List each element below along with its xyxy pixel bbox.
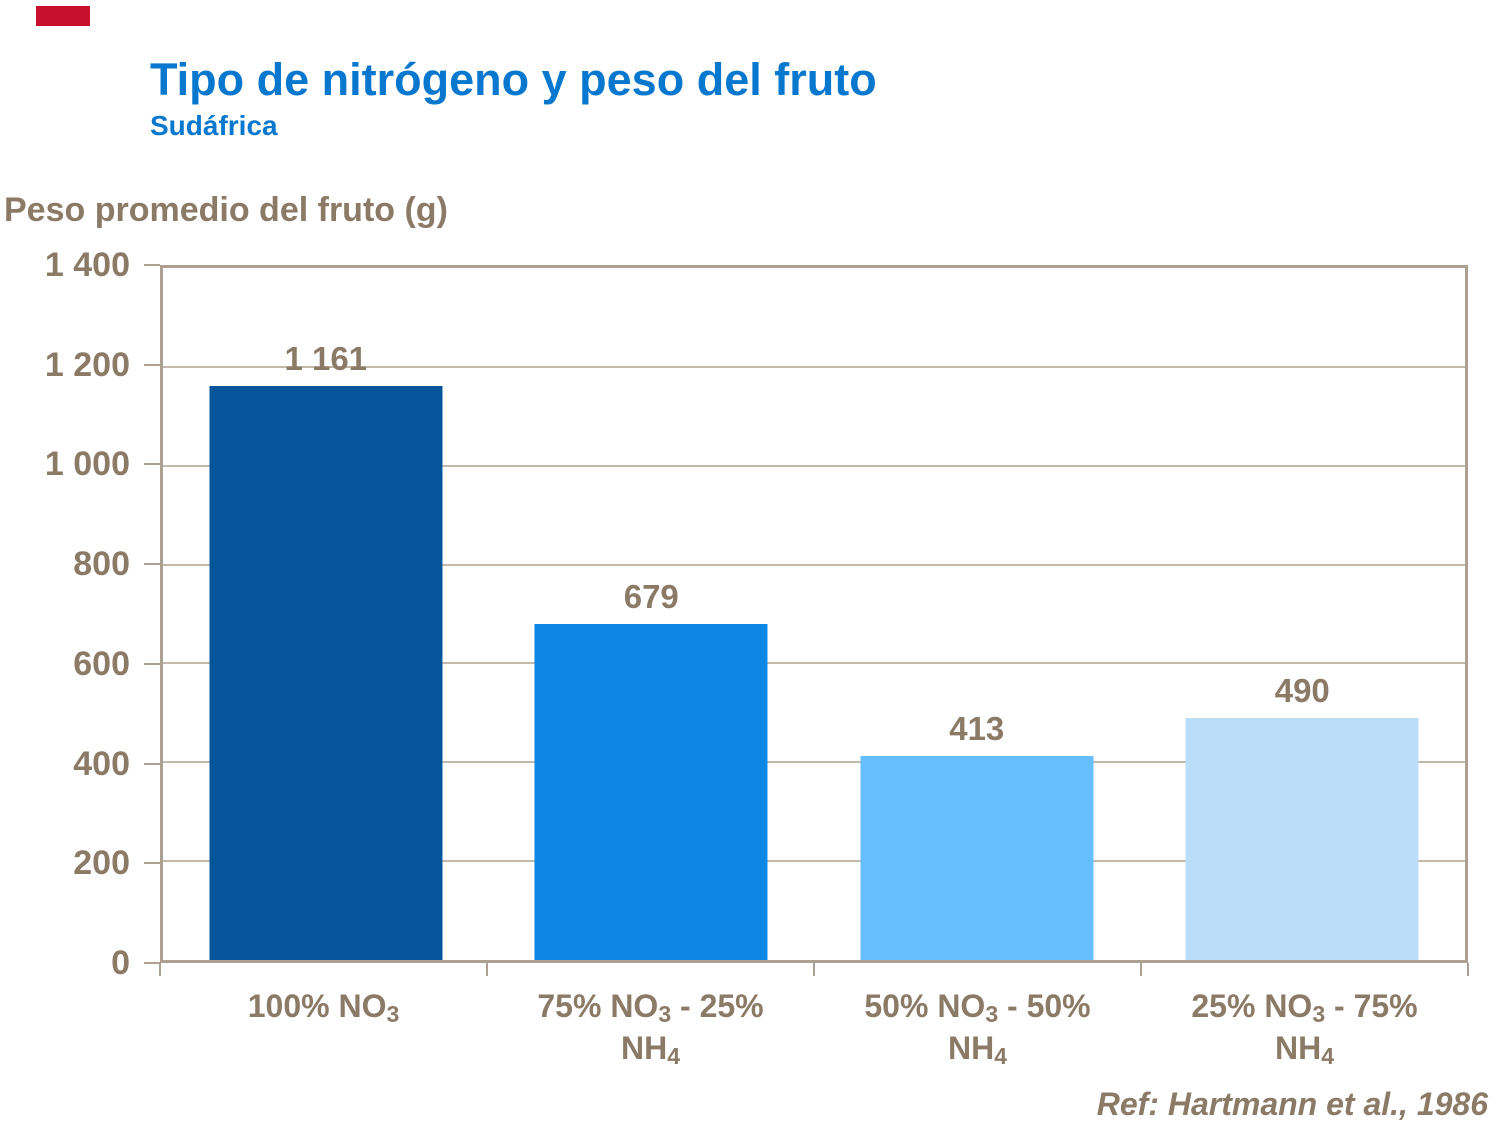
category-label-line: 50% NO3 - 50% [864,988,1091,1028]
reference-note: Ref: Hartmann et al., 1986 [1096,1086,1488,1122]
category-label-line: 100% NO3 [247,988,400,1028]
plot-area: 1 161 679 413 490 [160,265,1468,963]
bar-value-label: 1 161 [284,340,368,378]
y-tick-mark [144,862,160,865]
y-axis-tick-labels: 0 200 400 600 800 1 000 1 200 1 400 [0,247,130,981]
y-tick-mark [144,762,160,765]
y-tick-mark [144,662,160,665]
category-label-line: 75% NO3 - 25% [537,988,764,1028]
bar-2 [534,624,768,960]
page-subtitle: Sudáfrica [150,110,278,141]
category-label-4: 25% NO3 - 75% NH4 [1141,985,1468,1069]
x-tick-mark [159,963,161,976]
x-axis-tick-marks [159,963,1469,976]
x-tick-mark [813,963,815,976]
y-axis-title: Peso promedio del fruto (g) [4,191,448,229]
x-tick-mark [486,963,488,976]
bar-1 [209,386,443,960]
category-label-line: NH4 [947,1030,1008,1070]
category-label-2: 75% NO3 - 25% NH4 [487,985,814,1069]
gridline-800 [163,563,1465,566]
category-label-3: 50% NO3 - 50% NH4 [814,985,1141,1069]
y-tick-mark [144,363,160,366]
gridline-200 [163,860,1465,863]
bar-series: 1 161 679 413 490 [163,268,1465,960]
category-label-1: 100% NO3 [160,985,487,1069]
bar-value-label: 490 [1274,671,1330,709]
page-title: Tipo de nitrógeno y peso del fruto [150,54,877,105]
gridline-600 [163,662,1465,665]
x-tick-mark [1467,963,1469,976]
gridline-1000 [163,464,1465,467]
gridline-400 [163,761,1465,764]
bar-4 [1185,717,1419,960]
y-tick-mark [144,463,160,466]
y-tick-label: 1 200 [44,345,130,384]
bar-slot-2: 679 [489,268,815,960]
y-axis-tick-marks [144,264,160,964]
category-label-line: NH4 [1274,1030,1335,1070]
category-label-line: 25% NO3 - 75% [1191,988,1418,1028]
y-tick-label: 0 [111,944,130,982]
y-tick-mark [144,563,160,566]
category-label-line: NH4 [620,1030,681,1070]
bar-3 [860,755,1094,960]
bar-value-label: 679 [623,578,679,616]
y-tick-label: 400 [73,744,130,783]
x-tick-mark [1140,963,1142,976]
y-tick-label: 1 000 [44,445,130,484]
y-tick-label: 800 [73,545,130,584]
brand-accent-bar [36,6,90,26]
bar-value-label: 413 [949,709,1005,747]
y-tick-mark [144,264,160,266]
bar-slot-1: 1 161 [163,268,489,960]
bar-slot-4: 490 [1140,268,1466,960]
x-axis-labels: 100% NO3 75% NO3 - 25% NH4 50% NO3 - 50% NH4… [160,985,1468,1069]
y-tick-label: 600 [73,644,130,683]
y-tick-label: 1 400 [44,246,130,284]
y-tick-label: 200 [73,844,130,883]
gridline-1200 [163,365,1465,368]
bar-slot-3: 413 [814,268,1140,960]
y-tick-mark [144,962,160,964]
